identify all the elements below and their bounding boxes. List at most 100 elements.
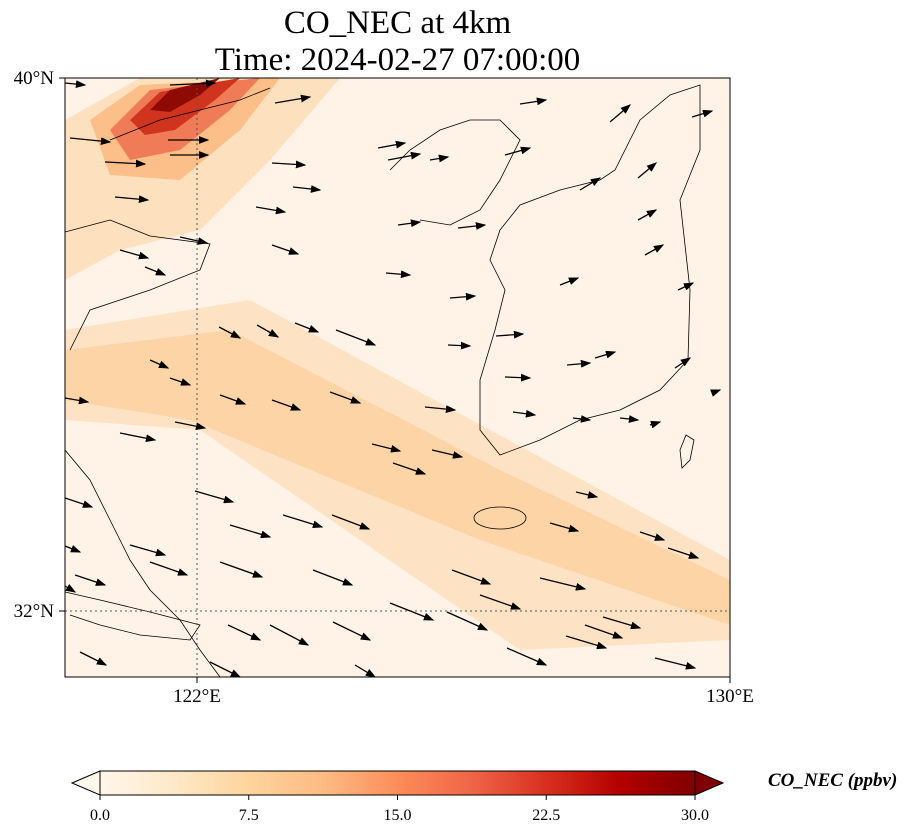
colorbar-tick-label: 7.5 [239,807,259,824]
wind-arrow [519,97,548,106]
colorbar-tick-label: 30.0 [681,807,709,824]
map-title-line1: CO_NEC at 4km [283,5,512,41]
wind-arrow [424,405,457,413]
colorbar-gradient [99,770,696,796]
wind-arrow [667,547,700,559]
colorbar-tick-label: 22.5 [532,807,560,824]
wind-arrow [274,94,312,104]
wind-arrow [119,432,157,443]
wind-arrow [691,109,714,118]
wind-arrow [504,146,532,156]
wind-arrow [549,522,580,533]
wind-arrow [104,159,147,168]
map-title-line2: Time: 2024-02-27 07:00:00 [214,42,581,78]
wind-arrow [255,206,287,215]
liaodong-coast [109,87,271,141]
wind-arrow [65,80,87,88]
wind-arrow [449,292,477,301]
wind-arrow [169,79,217,88]
wind-arrow [174,421,207,431]
wind-arrow [69,137,112,145]
colorbar-tick-label: 15.0 [384,807,412,824]
wind-arrow [209,661,242,677]
wind-arrow [312,569,354,586]
yangtze-estuary [65,591,201,641]
wind-arrow [229,524,272,539]
lon-label-130: 130°E [706,686,754,707]
lat-label-40: 40°N [14,68,55,89]
wind-arrow [609,104,631,123]
nw-peak [150,78,220,112]
wind-arrow [219,394,247,405]
wind-arrow [512,409,537,418]
wind-arrow [637,162,657,179]
wind-arrow [149,561,189,576]
plume-band-inner [65,330,730,625]
wind-arrow [392,462,427,475]
wind-arrow [65,497,94,508]
wind-arrow [331,514,371,530]
wind-arrow [566,359,592,368]
wind-arrow [389,602,435,621]
colorbar-extend-high [694,770,725,796]
wind-arrow [219,561,264,578]
wind-arrow [385,270,412,279]
wind-arrow [575,491,599,499]
wind-arrow [269,624,310,646]
concentration-field [65,78,730,677]
wind-arrow [218,326,242,339]
wind-arrow [637,209,658,221]
wind-arrow [74,574,107,586]
wind-arrow [271,244,300,255]
wind-arrow [495,330,525,339]
wind-arrow [129,544,167,557]
wind-arrow [457,222,487,230]
wind-arrow [179,236,209,245]
wind-arrow [639,531,666,541]
wind-arrow [602,616,642,630]
korea-bay-coast [389,119,521,226]
wind-arrow [584,624,624,639]
wind-arrow [65,583,77,593]
wind-arrow [649,420,662,429]
wind-arrow [329,391,362,404]
colorbar-tick-label: 0.0 [90,807,110,824]
colorbar: 0.0 7.5 15.0 22.5 30.0 [70,770,725,824]
map-frame [64,77,731,678]
wind-arrow [429,154,450,163]
wind-arrow [451,569,492,585]
wind-arrow [194,490,235,504]
wind-arrow [447,341,472,350]
lat-label-32: 32°N [14,601,55,622]
wind-arrow [559,277,580,286]
wind-arrow [169,377,192,386]
wind-arrow [149,359,170,369]
wind-arrow [446,611,489,631]
wind-arrow [674,357,692,369]
wind-arrow [565,635,608,650]
wind-arrow [114,195,150,204]
wind-arrow [644,244,665,256]
wind-arrow [377,140,407,149]
wind-arrow [654,657,697,670]
lon-label-122: 122°E [173,686,221,707]
wind-arrow [292,185,322,193]
wind-arrow [354,664,377,677]
wind-arrow [119,249,150,260]
wind-arrow [539,577,587,591]
wind-arrow [271,399,302,411]
jeju-island [473,506,527,530]
wind-arrow [479,594,522,610]
tsushima-island [679,434,695,469]
wind-arrow [579,177,602,191]
wind-arrow [504,373,532,382]
wind-arrow [227,624,262,641]
wind-arrow [371,443,402,453]
wind-arrow [65,544,82,553]
wind-arrow [335,329,377,346]
wind-arrow [294,322,320,333]
wind-arrow [144,266,167,276]
wind-arrow [79,651,108,666]
china-coastline-north [65,219,211,351]
